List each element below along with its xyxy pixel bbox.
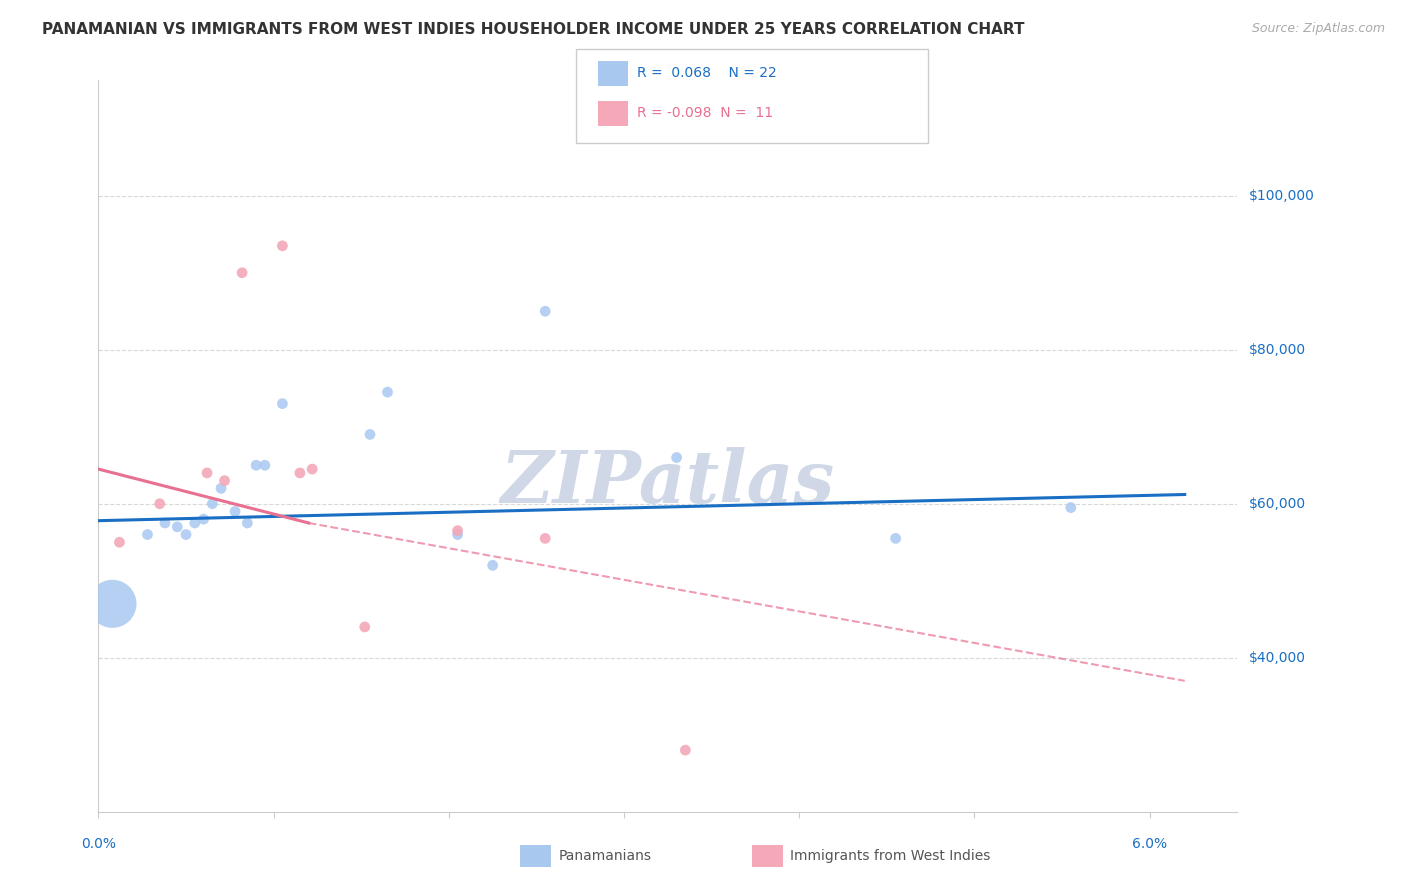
Point	[271, 397, 294, 411]
Text: R =  0.068    N = 22: R = 0.068 N = 22	[637, 66, 776, 80]
Point	[195, 466, 218, 480]
Point	[1060, 500, 1083, 515]
Point	[231, 266, 253, 280]
Text: $60,000: $60,000	[1249, 497, 1306, 511]
Text: 0.0%: 0.0%	[82, 838, 115, 851]
Point	[108, 535, 131, 549]
Text: PANAMANIAN VS IMMIGRANTS FROM WEST INDIES HOUSEHOLDER INCOME UNDER 25 YEARS CORR: PANAMANIAN VS IMMIGRANTS FROM WEST INDIE…	[42, 22, 1025, 37]
Point	[153, 516, 176, 530]
Point	[446, 527, 468, 541]
Point	[224, 504, 246, 518]
Point	[201, 497, 224, 511]
Point	[673, 743, 696, 757]
Point	[301, 462, 323, 476]
Text: $40,000: $40,000	[1249, 651, 1306, 665]
Point	[271, 239, 294, 253]
Point	[446, 524, 468, 538]
Point	[534, 532, 557, 546]
Text: Source: ZipAtlas.com: Source: ZipAtlas.com	[1251, 22, 1385, 36]
Point	[174, 527, 197, 541]
Point	[288, 466, 311, 480]
Point	[253, 458, 276, 473]
Point	[665, 450, 688, 465]
Point	[214, 474, 236, 488]
Point	[245, 458, 267, 473]
Text: 6.0%: 6.0%	[1132, 838, 1167, 851]
Text: Immigrants from West Indies: Immigrants from West Indies	[790, 849, 991, 863]
Point	[101, 597, 124, 611]
Point	[149, 497, 172, 511]
Text: R = -0.098  N =  11: R = -0.098 N = 11	[637, 106, 773, 120]
Text: Panamanians: Panamanians	[558, 849, 651, 863]
Point	[184, 516, 207, 530]
Point	[377, 385, 399, 400]
Point	[209, 481, 232, 495]
Point	[359, 427, 381, 442]
Text: ZIPatlas: ZIPatlas	[501, 447, 835, 518]
Point	[166, 520, 188, 534]
Text: $80,000: $80,000	[1249, 343, 1306, 357]
Point	[136, 527, 159, 541]
Point	[193, 512, 215, 526]
Point	[236, 516, 259, 530]
Point	[353, 620, 375, 634]
Point	[481, 558, 503, 573]
Point	[884, 532, 907, 546]
Point	[534, 304, 557, 318]
Text: $100,000: $100,000	[1249, 189, 1315, 202]
